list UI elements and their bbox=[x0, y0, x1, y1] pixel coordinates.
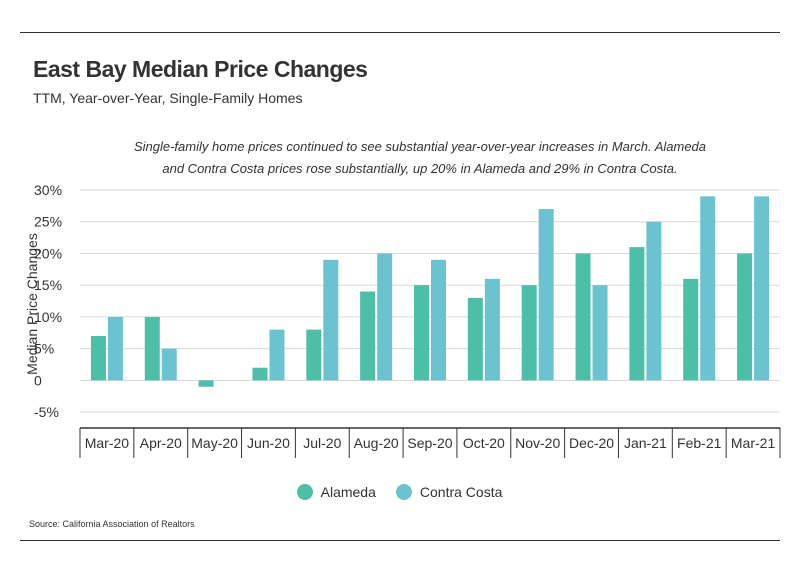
annotation-line-2: and Contra Costa prices rose substantial… bbox=[162, 161, 678, 176]
y-tick-label: 5% bbox=[34, 341, 54, 357]
bar-contra-costa bbox=[269, 329, 285, 381]
y-tick-label: 25% bbox=[34, 214, 62, 230]
bar-alameda bbox=[414, 285, 429, 381]
legend-label-contra-costa: Contra Costa bbox=[419, 484, 503, 500]
bar-alameda bbox=[467, 297, 483, 381]
y-axis-label: Median Price Changes bbox=[24, 233, 40, 375]
bar-contra-costa bbox=[161, 348, 177, 381]
legend-item-alameda[interactable]: Alameda bbox=[296, 484, 376, 500]
bar-contra-costa bbox=[646, 221, 662, 381]
chart-subtitle: TTM, Year-over-Year, Single-Family Homes bbox=[33, 90, 303, 106]
x-tick-label: Apr-20 bbox=[140, 435, 182, 451]
bar-contra-costa bbox=[538, 209, 554, 381]
bar-alameda bbox=[360, 291, 376, 381]
y-tick-label: 20% bbox=[34, 245, 62, 261]
bar-contra-costa bbox=[754, 196, 770, 381]
bar-alameda bbox=[737, 253, 753, 381]
x-tick-label: Mar-21 bbox=[731, 435, 776, 451]
bar-chart: -5% 0 5% 10% 15% 20% 25% 30% Median Price Change… bbox=[24, 182, 781, 458]
legend-swatch-alameda bbox=[296, 484, 313, 500]
bar-alameda bbox=[306, 329, 322, 381]
y-tick-label: 15% bbox=[34, 277, 62, 293]
x-tick-label: May-20 bbox=[191, 435, 238, 451]
bar-contra-costa bbox=[484, 278, 500, 381]
x-tick-label: Aug-20 bbox=[354, 435, 399, 451]
x-tick-label: Jan-21 bbox=[624, 435, 667, 451]
source-note: Source: California Association of Realto… bbox=[29, 519, 195, 529]
bar-contra-costa bbox=[377, 253, 393, 381]
y-tick-label: -5% bbox=[34, 404, 59, 420]
x-tick-label: Oct-20 bbox=[463, 435, 505, 451]
chart-title: East Bay Median Price Changes bbox=[33, 56, 368, 82]
x-tick-label: Jun-20 bbox=[247, 435, 290, 451]
x-tick-label: Mar-20 bbox=[85, 435, 130, 451]
x-tick-label: Sep-20 bbox=[407, 435, 452, 451]
bar-contra-costa bbox=[323, 259, 339, 381]
bar-contra-costa bbox=[700, 196, 716, 381]
bar-alameda bbox=[252, 367, 268, 381]
x-tick-label: Jul-20 bbox=[303, 435, 341, 451]
chart-legend: Alameda Contra Costa bbox=[0, 484, 799, 500]
bar-alameda bbox=[90, 335, 106, 381]
chart-annotation: Single-family home prices continued to s… bbox=[120, 136, 720, 180]
y-tick-label: 30% bbox=[34, 182, 62, 198]
bar-alameda bbox=[144, 316, 160, 381]
bar-contra-costa bbox=[431, 259, 446, 381]
bar-contra-costa bbox=[592, 285, 608, 381]
x-tick-label: Feb-21 bbox=[677, 435, 722, 451]
bar-alameda bbox=[629, 247, 645, 381]
annotation-line-1: Single-family home prices continued to s… bbox=[133, 139, 707, 154]
y-tick-label: 10% bbox=[34, 309, 62, 325]
legend-item-contra-costa[interactable]: Contra Costa bbox=[395, 484, 503, 500]
x-tick-label: Dec-20 bbox=[569, 435, 614, 451]
top-rule bbox=[20, 32, 780, 33]
legend-swatch-contra-costa bbox=[395, 484, 412, 500]
legend-label-alameda: Alameda bbox=[320, 484, 376, 500]
x-tick-label: Nov-20 bbox=[515, 435, 560, 451]
bar-alameda bbox=[198, 380, 214, 387]
bar-alameda bbox=[683, 278, 699, 381]
bottom-rule bbox=[20, 540, 780, 541]
bar-alameda bbox=[575, 253, 591, 381]
bar-alameda bbox=[521, 285, 537, 381]
bar-contra-costa bbox=[107, 316, 123, 381]
y-tick-label: 0 bbox=[34, 372, 42, 388]
